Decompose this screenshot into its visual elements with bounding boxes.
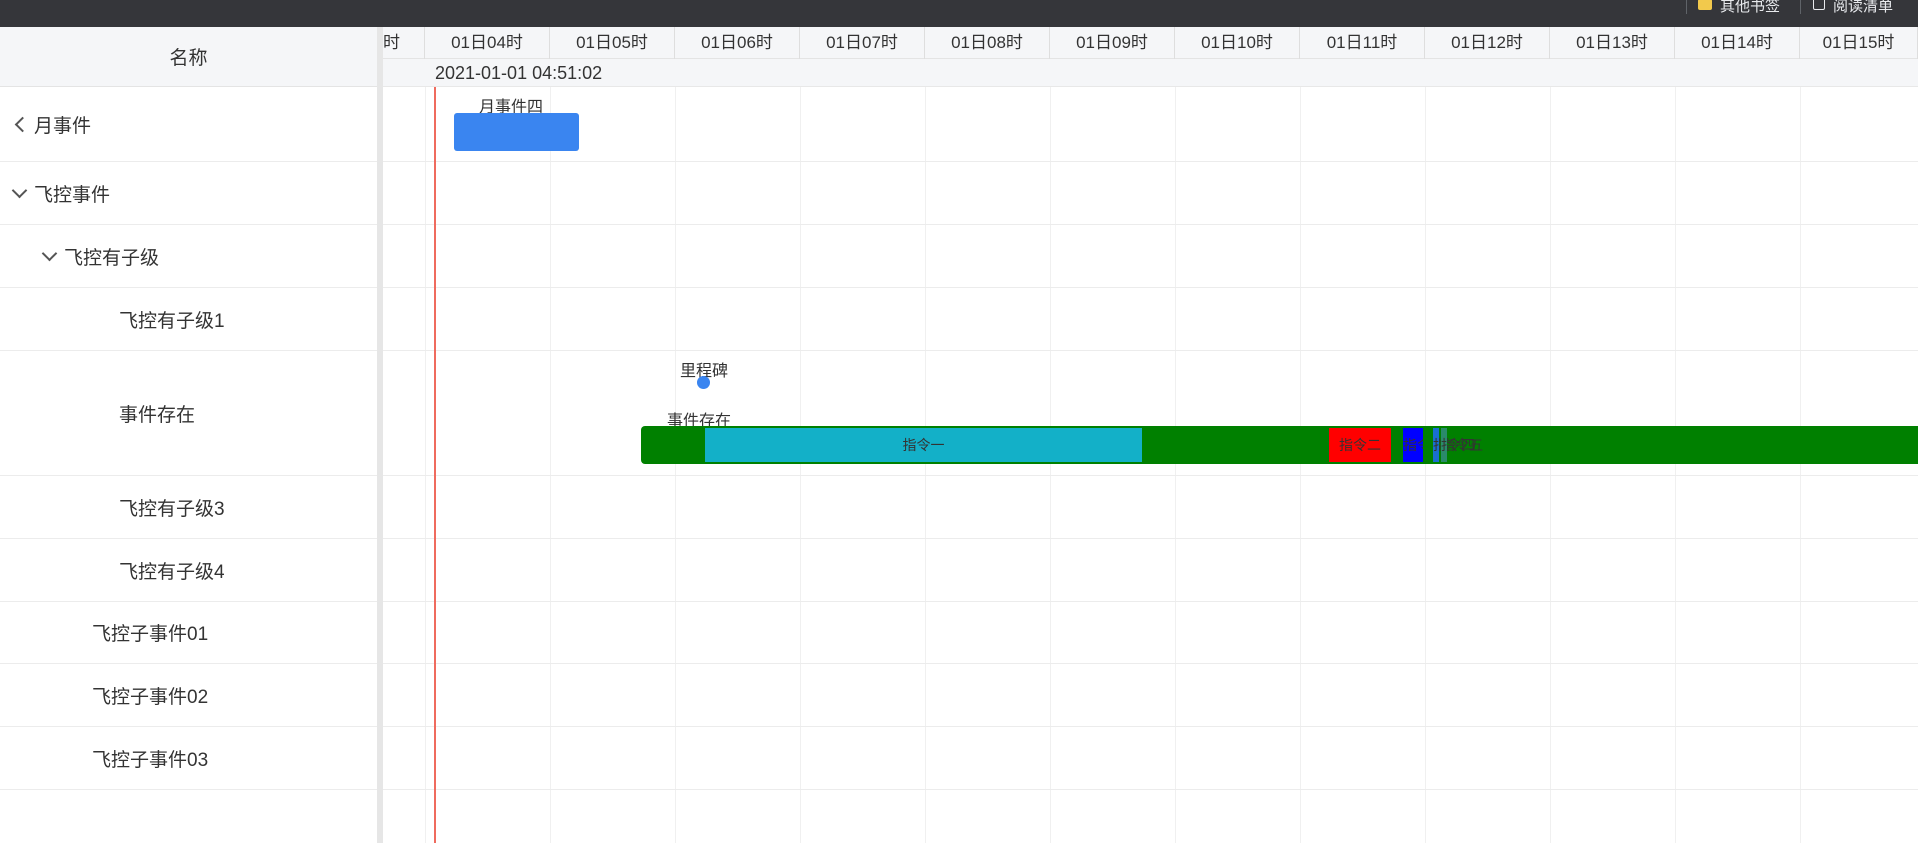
tree-row-sub-event-03[interactable]: 飞控子事件03 [0,727,377,790]
grid-line [550,87,551,843]
hour-label: 01日06时 [675,27,800,59]
command-bar-label: 指令四 [1433,428,1475,462]
bookmark-reading-list[interactable]: 阅读清单 [1813,0,1893,14]
tree-row-label: 飞控有子级1 [119,310,225,332]
tree-row-label: 事件存在 [119,404,196,426]
hour-label: 01日11时 [1300,27,1425,59]
timeline-hour-header: 时 01日04时 01日05时 01日06时 01日07时 01日08时 01日… [383,27,1918,59]
folder-icon [1698,0,1712,10]
command-bar-5[interactable]: 指令五 [1441,428,1483,462]
chevron-left-icon[interactable] [10,114,30,134]
hour-label: 01日15时 [1800,27,1918,59]
browser-bookmarks-bar: 其他书签 阅读清单 [0,0,1918,27]
hour-label: 01日14时 [1675,27,1800,59]
tree-row-label: 月事件 [34,115,92,137]
hour-label: 01日07时 [800,27,925,59]
row-line [383,475,1918,476]
row-line [383,161,1918,162]
tree-row-sub-event-01[interactable]: 飞控子事件01 [0,602,377,664]
hour-label: 01日05时 [550,27,675,59]
tree-row-label: 飞控子事件01 [92,624,209,645]
tree-row-label: 飞控事件 [34,184,111,206]
tree-row-child-1[interactable]: 飞控有子级1 [0,288,377,351]
row-line [383,601,1918,602]
tree-row-child-3[interactable]: 飞控有子级3 [0,476,377,539]
tree-row-label: 飞控有子级3 [119,498,225,520]
hour-label: 01日09时 [1050,27,1175,59]
milestone-title: 里程碑 [679,363,729,380]
tree-row-label: 飞控有子级4 [119,561,225,583]
row-line [383,287,1918,288]
row-line [383,350,1918,351]
command-bar-1[interactable]: 指令一 [705,428,1142,462]
tree-row-label: 飞控子事件03 [92,749,209,771]
grid-line [1800,87,1801,843]
command-bar-4[interactable]: 指令四 [1433,428,1475,462]
bookmark-separator [1686,0,1687,14]
grid-line [800,87,801,843]
current-time-line [434,87,436,843]
grid-line [1175,87,1176,843]
bookmark-reading-list-label: 阅读清单 [1833,0,1894,14]
hour-label: 01日08时 [925,27,1050,59]
event-title: 事件存在 [666,413,732,430]
command-bar-2[interactable]: 指令二 [1329,428,1391,462]
grid-line [1425,87,1426,843]
chevron-down-icon[interactable] [10,183,30,203]
tree-row-label: 飞控有子级 [64,247,160,269]
grid-line [1050,87,1051,843]
row-line [383,789,1918,790]
hour-label: 时 [383,27,425,59]
event-bar-month-4[interactable] [454,113,579,151]
gantt-name-panel: 名称 月事件 飞控事件 飞控有子级 飞控有子级1 事件存在 飞控有子级3 飞控有… [0,27,378,843]
command-bar-label: 指令三 [1403,437,1423,453]
row-line [383,538,1918,539]
grid-line [425,87,426,843]
grid-line [675,87,676,843]
grid-line [1550,87,1551,843]
milestone-marker[interactable] [697,376,710,389]
bookmark-other[interactable]: 其他书签 [1698,0,1780,14]
hour-label: 01日10时 [1175,27,1300,59]
name-column-header-label: 名称 [169,48,208,69]
tree-row-flight-control-event[interactable]: 飞控事件 [0,162,377,225]
row-line [383,726,1918,727]
grid-line [1675,87,1676,843]
timeline-sub-header [383,59,1918,87]
reading-list-icon [1813,0,1825,10]
grid-line [925,87,926,843]
tree-row-month-event[interactable]: 月事件 [0,87,377,162]
command-bar-label: 指令二 [1339,437,1381,453]
row-line [383,224,1918,225]
hour-label: 01日12时 [1425,27,1550,59]
command-bar-label: 指令一 [902,437,945,453]
tree-row-flight-control-with-children[interactable]: 飞控有子级 [0,225,377,288]
tree-row-event-exists[interactable]: 事件存在 [0,351,377,476]
hour-label: 01日13时 [1550,27,1675,59]
gantt-timeline[interactable]: 时 01日04时 01日05时 01日06时 01日07时 01日08时 01日… [383,27,1918,843]
panel-splitter-handle[interactable] [377,27,383,843]
row-line [383,663,1918,664]
tree-row-label: 飞控子事件02 [92,686,209,708]
current-time-label: 2021-01-01 04:51:02 [435,63,603,83]
tree-row-child-4[interactable]: 飞控有子级4 [0,539,377,602]
bookmark-other-label: 其他书签 [1720,0,1781,14]
name-column-header: 名称 [0,27,377,87]
event-title: 月事件四 [478,99,544,116]
bookmark-separator [1800,0,1801,14]
hour-label: 01日04时 [425,27,550,59]
tree-row-sub-event-02[interactable]: 飞控子事件02 [0,664,377,727]
command-bar-label: 指令五 [1441,428,1483,462]
chevron-down-icon[interactable] [40,246,60,266]
grid-line [1300,87,1301,843]
command-bar-3[interactable]: 指令三 [1403,428,1423,462]
